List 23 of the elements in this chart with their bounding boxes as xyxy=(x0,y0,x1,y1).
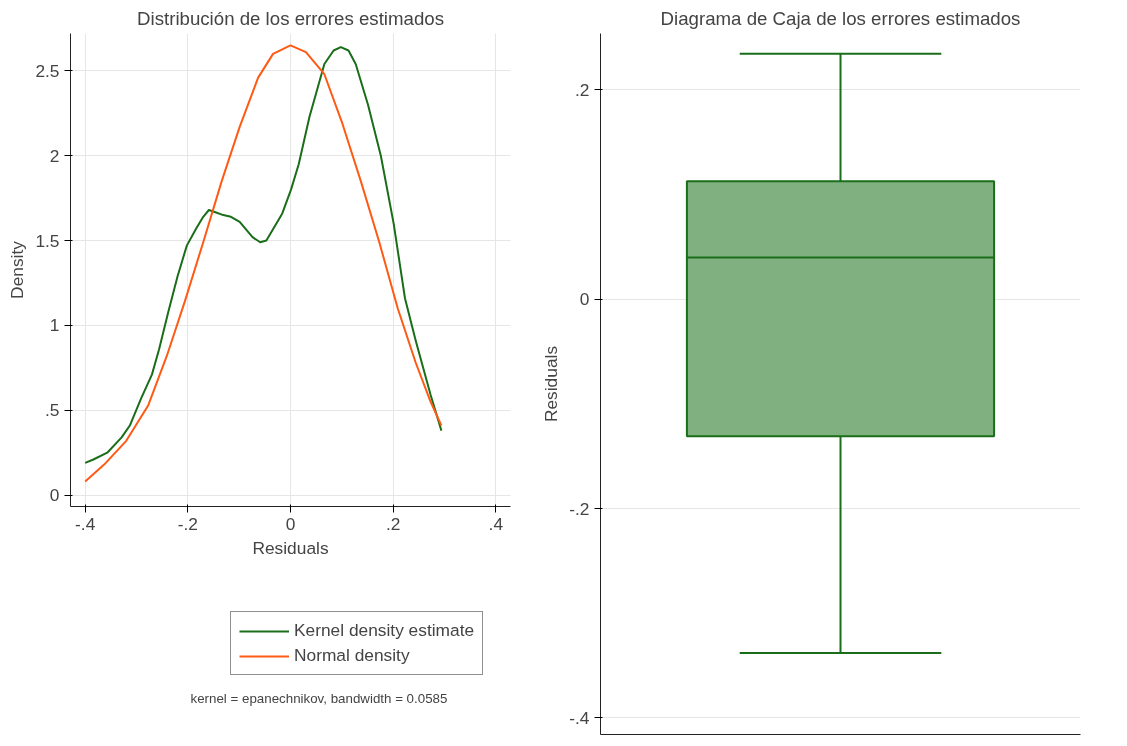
y-tick-label: 1.5 xyxy=(35,230,60,251)
y-tick-label: 0 xyxy=(579,289,590,310)
y-tick-label: .2 xyxy=(575,80,590,100)
y-tick-label: -.2 xyxy=(569,498,590,519)
chart-title: Diagrama de Caja de los errores estimados xyxy=(660,7,1021,29)
y-axis-title: Residuals xyxy=(541,345,562,423)
y-tick-label: .5 xyxy=(45,400,60,421)
y-tick-label: 1 xyxy=(49,315,60,336)
x-tick-label: -.4 xyxy=(75,513,96,534)
y-tick-label: -.4 xyxy=(569,707,590,728)
x-tick-label: 0 xyxy=(285,513,296,534)
x-axis-title: Residuals xyxy=(252,537,329,558)
x-tick-label: .4 xyxy=(488,513,504,534)
legend-label: Normal density xyxy=(294,645,410,666)
y-tick-label: 2 xyxy=(49,145,60,166)
chart-title: Distribución de los errores estimados xyxy=(137,7,444,29)
y-tick-label: 0 xyxy=(49,485,60,506)
legend-label: Kernel density estimate xyxy=(294,620,475,641)
y-tick-label: 2.5 xyxy=(35,60,60,81)
x-tick-label: -.2 xyxy=(177,513,198,534)
x-tick-label: .2 xyxy=(385,513,401,534)
y-axis-title: Density xyxy=(7,240,28,299)
text: kernel = epanechnikov, bandwidth = 0.0585 xyxy=(190,690,448,706)
